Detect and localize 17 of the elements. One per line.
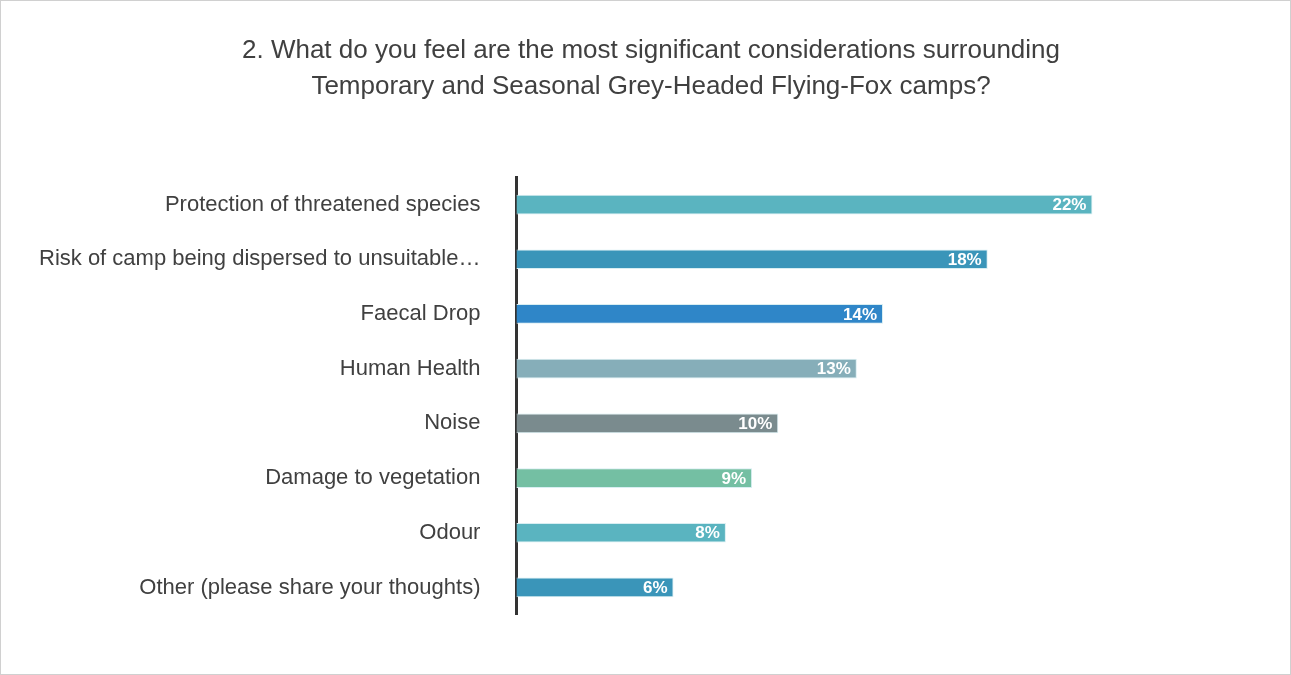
y-tick-label: Risk of camp being dispersed to unsuitable… [38, 245, 481, 271]
data-label: 14% [842, 304, 877, 324]
data-label: 9% [721, 468, 747, 488]
y-tick-label: Noise [424, 409, 481, 435]
chart-title: 2. What do you feel are the most significant considerations surrounding Temporary and Seasonal Grey-Headed Flying-Fox camps? [241, 33, 1061, 102]
data-label: 8% [695, 523, 720, 543]
y-tick-label: Other (please share your thoughts) [139, 573, 481, 599]
data-label: 22% [1052, 195, 1087, 215]
y-tick-label: Damage to vegetation [265, 464, 481, 490]
data-label: 13% [816, 359, 851, 379]
y-tick-label: Human Health [339, 354, 481, 380]
y-tick-label: Odour [419, 518, 481, 544]
data-label: 10% [738, 414, 773, 434]
y-tick-label: Protection of threatened species [164, 190, 481, 216]
data-label: 6% [642, 578, 668, 598]
y-tick-label: Faecal Drop [360, 300, 481, 326]
data-label: 18% [947, 249, 982, 269]
